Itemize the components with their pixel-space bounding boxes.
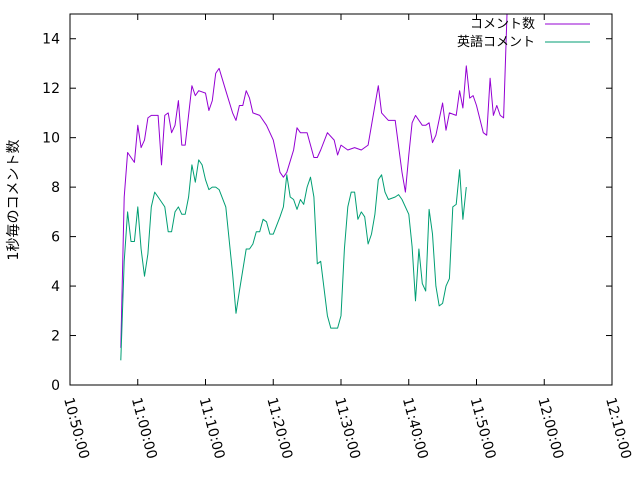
y-tick-labels: 0 2 4 6 8 10 12 14 bbox=[42, 32, 60, 394]
x-tick-label: 11:20:00 bbox=[263, 396, 295, 461]
x-tick-label: 11:00:00 bbox=[128, 396, 160, 461]
y-axis-label: 1秒毎のコメント数 bbox=[6, 140, 22, 261]
x-tick-label: 11:30:00 bbox=[331, 396, 363, 461]
series-line-1 bbox=[120, 159, 467, 361]
series-layer bbox=[120, 13, 508, 361]
plot-frame bbox=[69, 13, 613, 386]
y-tick-label: 14 bbox=[42, 32, 60, 48]
y-tick-label: 6 bbox=[51, 230, 60, 246]
y-tick-label: 2 bbox=[51, 329, 60, 345]
x-tick-labels: 10:50:00 11:00:00 11:10:00 11:20:00 11:30:00… bbox=[60, 396, 634, 461]
y-tick-label: 8 bbox=[51, 180, 60, 196]
y-tick-label: 12 bbox=[42, 81, 60, 97]
y-tick-label: 10 bbox=[42, 131, 60, 147]
x-tick-label: 12:00:00 bbox=[534, 396, 566, 461]
y-tick-label: 4 bbox=[51, 279, 60, 295]
x-tick-label: 10:50:00 bbox=[60, 396, 92, 461]
axis-ticks bbox=[69, 14, 613, 386]
y-tick-label: 0 bbox=[51, 378, 60, 394]
x-tick-label: 11:10:00 bbox=[196, 396, 228, 461]
legend-label: コメント数 bbox=[470, 17, 535, 32]
x-tick-label: 11:50:00 bbox=[467, 396, 499, 461]
x-tick-label: 12:10:00 bbox=[602, 396, 634, 461]
series-line-0 bbox=[120, 13, 508, 348]
legend-label: 英語コメント bbox=[457, 34, 535, 50]
x-tick-label: 11:40:00 bbox=[399, 396, 431, 461]
